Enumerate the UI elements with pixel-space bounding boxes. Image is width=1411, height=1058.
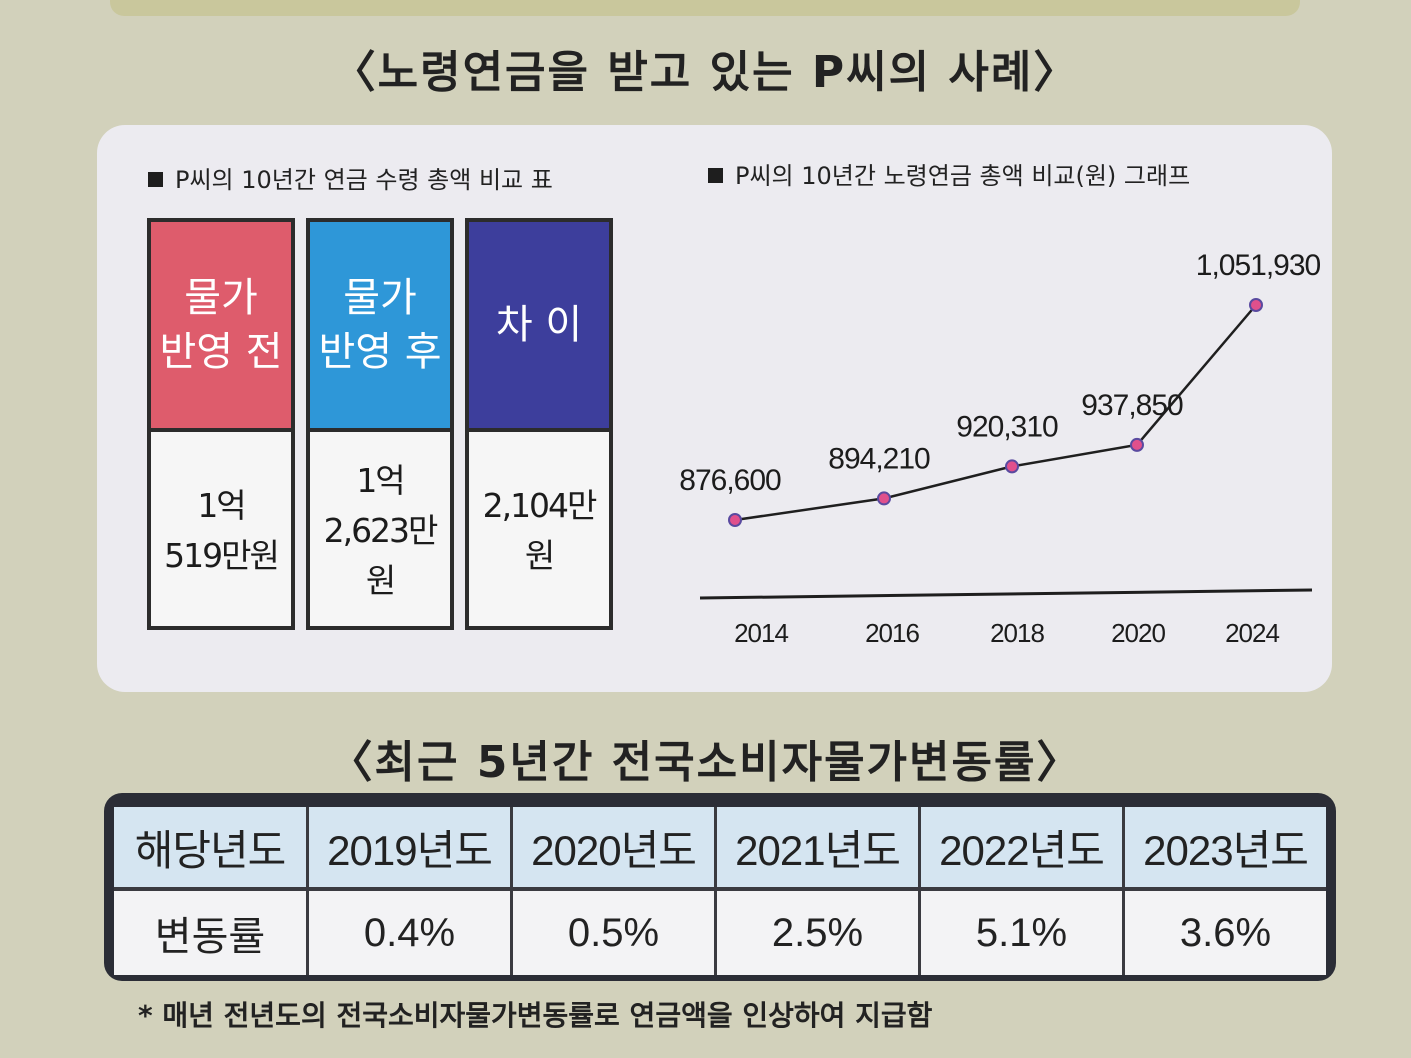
rate-cell: 3.6% [1122, 887, 1326, 975]
rate-table-frame: 해당년도 2019년도 2020년도 2021년도 2022년도 2023년도 … [104, 793, 1336, 981]
x-tick-label: 2020 [1111, 618, 1165, 648]
rate-cell: 2.5% [714, 887, 918, 975]
rate-cell: 0.4% [306, 887, 510, 975]
table-subtitle: P씨의 10년간 연금 수령 총액 비교 표 [148, 160, 553, 195]
data-label: 894,210 [828, 442, 930, 475]
data-label: 920,310 [956, 410, 1058, 443]
rate-cell: 5.1% [918, 887, 1122, 975]
case-title: 〈노령연금을 받고 있는 P씨의 사례〉 [331, 47, 1080, 98]
x-tick-label: 2024 [1225, 618, 1279, 648]
year-cell: 2022년도 [918, 807, 1122, 887]
rate-cell: 0.5% [510, 887, 714, 975]
data-point [1130, 437, 1144, 452]
comparison-column-before: 물가 반영 전 1억 519만원 [147, 218, 295, 630]
rate-table-value-row: 변동률 0.4% 0.5% 2.5% 5.1% 3.6% [114, 887, 1326, 975]
footnote: * 매년 전년도의 전국소비자물가변동률로 연금액을 인상하여 지급함 [138, 999, 933, 1032]
data-point [1005, 459, 1019, 474]
column-header: 물가 반영 후 [310, 222, 450, 432]
year-label-cell: 해당년도 [114, 807, 306, 887]
comparison-column-difference: 차 이 2,104만원 [465, 218, 613, 630]
year-cell: 2021년도 [714, 807, 918, 887]
graph-subtitle-text: P씨의 10년간 노령연금 총액 비교(원) 그래프 [735, 162, 1191, 190]
year-cell: 2023년도 [1122, 807, 1326, 887]
x-tick-label: 2018 [990, 618, 1044, 648]
year-cell: 2020년도 [510, 807, 714, 887]
rate-table-header-row: 해당년도 2019년도 2020년도 2021년도 2022년도 2023년도 [114, 807, 1326, 887]
rate-title: 〈최근 5년간 전국소비자물가변동률〉 [328, 737, 1083, 788]
x-axis-line [699, 588, 1313, 600]
rate-label-cell: 변동률 [114, 887, 306, 975]
graph-subtitle: P씨의 10년간 노령연금 총액 비교(원) 그래프 [708, 156, 1190, 191]
top-decorative-band [110, 0, 1300, 16]
column-value: 1억 519만원 [164, 486, 280, 575]
square-bullet-icon [148, 172, 163, 187]
x-tick-label: 2016 [865, 618, 919, 648]
table-subtitle-text: P씨의 10년간 연금 수령 총액 비교 표 [175, 166, 553, 194]
year-cell: 2019년도 [306, 807, 510, 887]
comparison-column-after: 물가 반영 후 1억 2,623만원 [306, 218, 454, 630]
column-value: 2,104만원 [482, 486, 598, 575]
data-label: 1,051,930 [1196, 249, 1321, 282]
x-tick-label: 2014 [734, 618, 788, 648]
data-point [1249, 298, 1263, 312]
data-label: 937,850 [1081, 389, 1183, 422]
column-header: 차 이 [469, 222, 609, 432]
column-header: 물가 반영 전 [151, 222, 291, 432]
column-value: 1억 2,623만원 [323, 461, 439, 600]
square-bullet-icon [708, 168, 723, 183]
data-point [728, 513, 742, 527]
data-label: 876,600 [679, 464, 781, 497]
rate-table: 해당년도 2019년도 2020년도 2021년도 2022년도 2023년도 … [114, 807, 1326, 975]
data-point [877, 491, 891, 506]
